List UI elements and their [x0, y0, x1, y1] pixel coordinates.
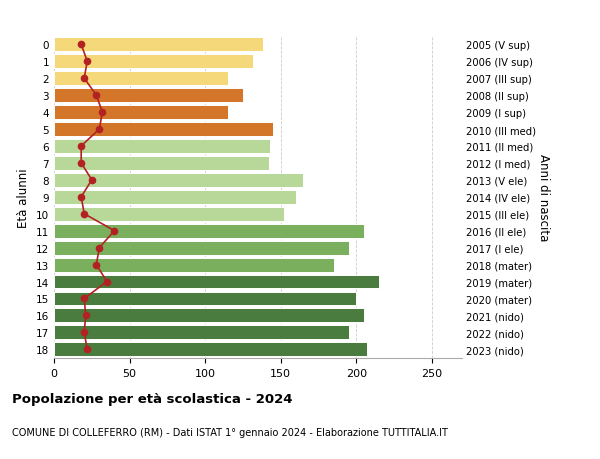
- Bar: [54, 38, 263, 52]
- Bar: [54, 275, 379, 289]
- Bar: [54, 190, 296, 204]
- Y-axis label: Anni di nascita: Anni di nascita: [537, 154, 550, 241]
- Bar: [54, 123, 273, 137]
- Bar: [54, 292, 356, 306]
- Bar: [54, 258, 334, 272]
- Bar: [54, 89, 243, 103]
- Bar: [54, 55, 253, 69]
- Bar: [54, 309, 364, 323]
- Bar: [54, 140, 270, 154]
- Bar: [54, 72, 228, 86]
- Text: Popolazione per età scolastica - 2024: Popolazione per età scolastica - 2024: [12, 392, 293, 405]
- Y-axis label: Età alunni: Età alunni: [17, 168, 31, 227]
- Bar: [54, 157, 269, 170]
- Text: COMUNE DI COLLEFERRO (RM) - Dati ISTAT 1° gennaio 2024 - Elaborazione TUTTITALIA: COMUNE DI COLLEFERRO (RM) - Dati ISTAT 1…: [12, 427, 448, 437]
- Bar: [54, 241, 349, 255]
- Bar: [54, 326, 349, 340]
- Bar: [54, 207, 284, 221]
- Bar: [54, 224, 364, 238]
- Bar: [54, 106, 228, 120]
- Bar: [54, 174, 304, 187]
- Bar: [54, 342, 367, 357]
